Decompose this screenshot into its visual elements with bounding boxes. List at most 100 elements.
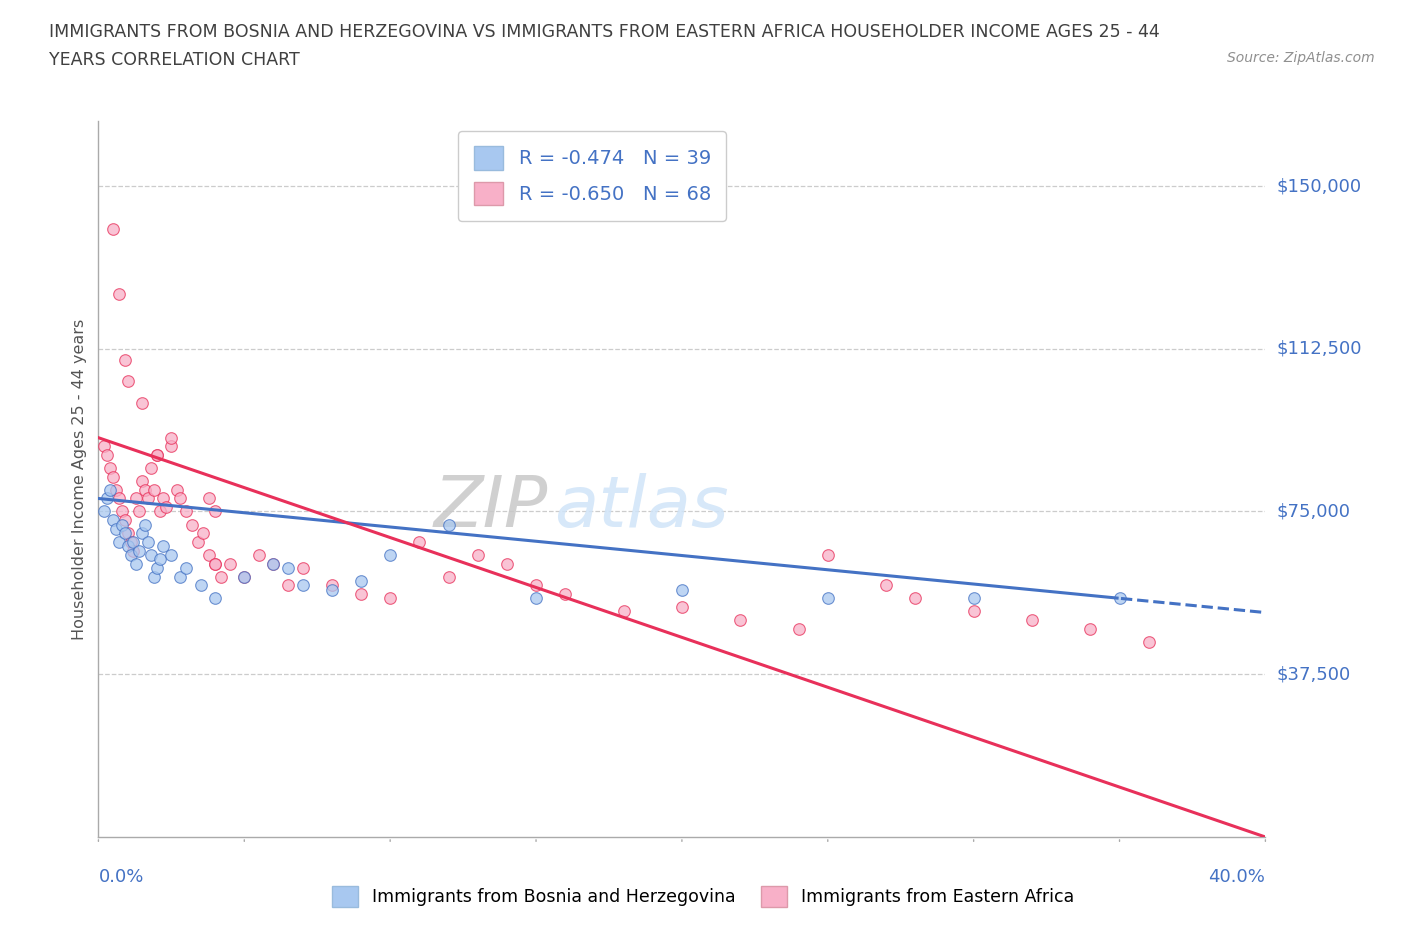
Point	[467, 548, 489, 563]
Point	[149, 551, 172, 566]
Point	[120, 548, 142, 563]
Point	[114, 525, 136, 540]
Text: YEARS CORRELATION CHART: YEARS CORRELATION CHART	[49, 51, 299, 69]
Point	[122, 543, 145, 558]
Point	[962, 591, 984, 605]
Point	[277, 578, 299, 592]
Point	[291, 578, 314, 592]
Text: $75,000: $75,000	[1277, 502, 1351, 521]
Point	[524, 578, 547, 592]
Point	[437, 569, 460, 584]
Point	[93, 439, 115, 454]
Point	[198, 548, 221, 563]
Point	[122, 535, 145, 550]
Point	[101, 222, 124, 237]
Point	[160, 439, 183, 454]
Point	[277, 561, 299, 576]
Point	[128, 504, 150, 519]
Text: ZIP: ZIP	[433, 473, 548, 542]
Point	[146, 447, 169, 462]
Point	[101, 470, 124, 485]
Point	[174, 561, 197, 576]
Point	[114, 512, 136, 527]
Point	[155, 499, 177, 514]
Point	[142, 569, 165, 584]
Point	[104, 522, 127, 537]
Point	[350, 587, 373, 602]
Point	[152, 491, 174, 506]
Text: IMMIGRANTS FROM BOSNIA AND HERZEGOVINA VS IMMIGRANTS FROM EASTERN AFRICA HOUSEHO: IMMIGRANTS FROM BOSNIA AND HERZEGOVINA V…	[49, 23, 1160, 41]
Point	[125, 491, 148, 506]
Point	[247, 548, 270, 563]
Point	[671, 582, 693, 597]
Point	[291, 561, 314, 576]
Text: Source: ZipAtlas.com: Source: ZipAtlas.com	[1227, 51, 1375, 65]
Point	[134, 483, 156, 498]
Point	[190, 578, 212, 592]
Point	[146, 561, 169, 576]
Point	[554, 587, 576, 602]
Point	[730, 613, 752, 628]
Point	[96, 447, 118, 462]
Point	[218, 556, 240, 571]
Point	[101, 512, 124, 527]
Point	[139, 460, 162, 475]
Point	[204, 556, 226, 571]
Point	[817, 591, 839, 605]
Point	[180, 517, 202, 532]
Point	[437, 517, 460, 532]
Point	[142, 483, 165, 498]
Point	[875, 578, 897, 592]
Point	[321, 578, 343, 592]
Point	[125, 556, 148, 571]
Point	[204, 504, 226, 519]
Point	[198, 491, 221, 506]
Point	[131, 395, 153, 410]
Text: 40.0%: 40.0%	[1209, 868, 1265, 885]
Point	[108, 287, 131, 302]
Y-axis label: Householder Income Ages 25 - 44 years: Householder Income Ages 25 - 44 years	[72, 318, 87, 640]
Point	[169, 491, 191, 506]
Point	[380, 548, 402, 563]
Point	[204, 591, 226, 605]
Point	[117, 538, 139, 553]
Point	[98, 460, 121, 475]
Point	[1137, 634, 1160, 649]
Point	[111, 517, 134, 532]
Point	[350, 574, 373, 589]
Point	[108, 491, 131, 506]
Point	[131, 525, 153, 540]
Point	[262, 556, 284, 571]
Point	[612, 604, 634, 618]
Point	[108, 535, 131, 550]
Text: $37,500: $37,500	[1277, 665, 1351, 684]
Point	[134, 517, 156, 532]
Point	[496, 556, 519, 571]
Point	[128, 543, 150, 558]
Point	[262, 556, 284, 571]
Point	[233, 569, 256, 584]
Point	[136, 491, 159, 506]
Point	[380, 591, 402, 605]
Point	[98, 483, 121, 498]
Legend: R = -0.474   N = 39, R = -0.650   N = 68: R = -0.474 N = 39, R = -0.650 N = 68	[458, 130, 727, 220]
Point	[193, 525, 215, 540]
Point	[149, 504, 172, 519]
Point	[209, 569, 232, 584]
Point	[104, 483, 127, 498]
Point	[93, 504, 115, 519]
Point	[321, 582, 343, 597]
Point	[817, 548, 839, 563]
Point	[1080, 621, 1102, 636]
Point	[904, 591, 927, 605]
Point	[117, 374, 139, 389]
Point	[120, 535, 142, 550]
Text: $112,500: $112,500	[1277, 339, 1362, 358]
Point	[962, 604, 984, 618]
Point	[136, 535, 159, 550]
Point	[787, 621, 810, 636]
Text: atlas: atlas	[554, 473, 728, 542]
Point	[160, 431, 183, 445]
Point	[152, 538, 174, 553]
Text: $150,000: $150,000	[1277, 177, 1361, 195]
